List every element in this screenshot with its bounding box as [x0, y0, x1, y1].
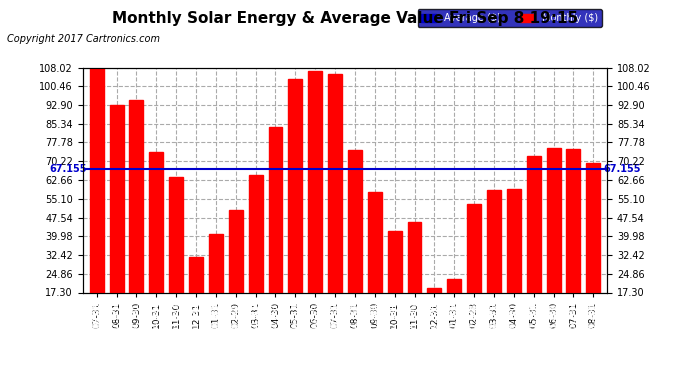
Bar [189, 257, 203, 335]
Text: 69.490: 69.490 [589, 303, 598, 332]
Bar [368, 192, 382, 335]
Bar [90, 68, 104, 335]
Bar [586, 163, 600, 335]
Bar [328, 74, 342, 335]
Bar [209, 234, 223, 335]
Bar [288, 80, 302, 335]
Text: 94.741: 94.741 [132, 302, 141, 332]
Bar [388, 231, 402, 335]
Bar [149, 152, 164, 335]
Text: 59.222: 59.222 [509, 303, 518, 332]
Bar [408, 222, 422, 335]
Bar [229, 210, 243, 335]
Bar [308, 71, 322, 335]
Text: 63.823: 63.823 [172, 302, 181, 332]
Text: 45.716: 45.716 [410, 303, 419, 332]
Bar [487, 190, 501, 335]
Text: Monthly Solar Energy & Average Value Fri Sep 8 19:15: Monthly Solar Energy & Average Value Fri… [112, 11, 578, 26]
Text: 75.146: 75.146 [569, 303, 578, 332]
Text: Copyright 2017 Cartronics.com: Copyright 2017 Cartronics.com [7, 34, 160, 44]
Bar [447, 279, 461, 335]
Text: 42.118: 42.118 [390, 302, 399, 332]
Bar [130, 100, 144, 335]
Text: 84.163: 84.163 [271, 302, 280, 332]
Text: 105.469: 105.469 [331, 297, 339, 332]
Bar [427, 288, 442, 335]
Text: 72.154: 72.154 [529, 303, 538, 332]
Bar [546, 148, 560, 335]
Text: 50.549: 50.549 [231, 303, 240, 332]
Legend: Average ($), Monthly ($): Average ($), Monthly ($) [417, 9, 602, 27]
Bar [467, 204, 481, 335]
Bar [507, 189, 521, 335]
Text: 75.456: 75.456 [549, 303, 558, 332]
Bar [526, 156, 541, 335]
Text: 19.075: 19.075 [430, 303, 439, 332]
Bar [566, 149, 580, 335]
Text: 40.933: 40.933 [211, 303, 220, 332]
Text: 22.805: 22.805 [450, 303, 459, 332]
Text: 103.188: 103.188 [291, 297, 300, 332]
Text: 106.731: 106.731 [310, 297, 319, 332]
Text: 108.022: 108.022 [92, 297, 101, 332]
Bar [348, 150, 362, 335]
Bar [248, 176, 263, 335]
Text: 92.926: 92.926 [112, 303, 121, 332]
Text: 58.776: 58.776 [489, 302, 498, 332]
Bar [268, 127, 282, 335]
Text: 67.155: 67.155 [49, 164, 87, 174]
Text: 52.846: 52.846 [470, 303, 479, 332]
Text: 74.769: 74.769 [351, 302, 359, 332]
Text: 74.127: 74.127 [152, 302, 161, 332]
Text: 31.442: 31.442 [192, 303, 201, 332]
Bar [110, 105, 124, 335]
Text: 64.515: 64.515 [251, 303, 260, 332]
Bar [169, 177, 183, 335]
Text: 67.155: 67.155 [603, 164, 641, 174]
Text: 57.834: 57.834 [371, 302, 380, 332]
